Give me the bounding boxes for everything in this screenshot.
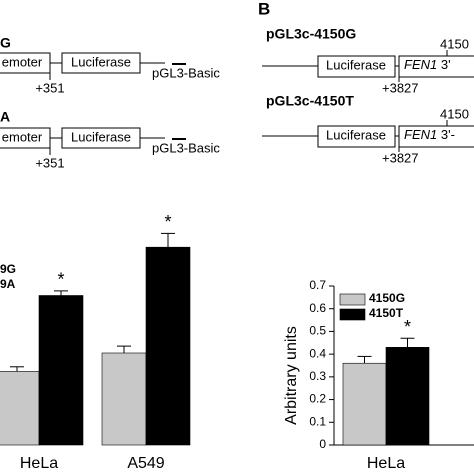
x-tick-label: HeLa (367, 455, 405, 472)
utr-label: FEN1 3' (404, 57, 451, 72)
y-tick-label: 0.5 (309, 324, 326, 338)
construct-right-2: pGL3c-4150T Luciferase FEN1 3'- 4150 +38… (262, 93, 474, 165)
utr-label: FEN1 3'- (404, 127, 455, 142)
reporter-box (317, 125, 396, 148)
y-tick-label: 0 (319, 437, 326, 451)
construct-left-1: G emoter Luciferase +351 pGL3-Basic (0, 35, 220, 95)
y-tick-label: 0.7 (309, 278, 326, 292)
construct-name: A (0, 109, 10, 125)
position-label: +351 (35, 155, 64, 170)
y-tick-label: 0.3 (309, 369, 326, 383)
x-tick-label: A549 (127, 455, 164, 472)
position-label: +351 (35, 80, 64, 95)
promoter-label: emoter (2, 129, 43, 144)
promoter-label: emoter (2, 54, 43, 69)
panel-label: B (258, 0, 270, 18)
legend-label: 9G (0, 262, 16, 276)
bar (145, 246, 191, 446)
reporter-label: Luciferase (326, 57, 386, 72)
vector-label: pGL3-Basic (152, 140, 220, 155)
region-label: 3' (441, 57, 451, 72)
vector-label: pGL3-Basic (152, 65, 220, 80)
gene-label: FEN1 (404, 57, 437, 72)
reporter-box (317, 55, 396, 78)
utr-box (398, 125, 474, 148)
reporter-label: Luciferase (71, 129, 131, 144)
reporter-box (61, 52, 141, 74)
legend-swatch (339, 293, 366, 306)
construct-left-2: A emoter Luciferase +351 pGL3-Basic (0, 109, 220, 170)
construct-name: pGL3c-4150G (266, 26, 356, 42)
reporter-label: Luciferase (326, 127, 386, 142)
utr-box (398, 55, 474, 78)
y-tick-label: 0.2 (309, 392, 326, 406)
reporter-label: Luciferase (71, 54, 131, 69)
gene-label: FEN1 (404, 127, 437, 142)
reporter-box (61, 127, 141, 149)
significance-mark: * (164, 212, 171, 232)
site-label: 4150 (440, 106, 469, 121)
legend-swatch (339, 308, 366, 321)
legend-label: 9A (0, 277, 16, 291)
construct-name: pGL3c-4150T (266, 93, 354, 109)
x-tick-label: HeLa (20, 455, 58, 472)
bar (342, 362, 387, 446)
legend-label: 4150T (369, 306, 404, 320)
bar (101, 352, 147, 446)
construct-right-1: pGL3c-4150G Luciferase FEN1 3' 4150 +382… (262, 26, 474, 95)
significance-mark: * (57, 270, 64, 290)
position-label: +3827 (382, 80, 419, 95)
bar (0, 371, 40, 446)
site-label: 4150 (440, 36, 469, 51)
y-axis-label: Arbitrary units (283, 326, 300, 425)
promoter-box (0, 52, 51, 74)
promoter-box (0, 127, 51, 149)
legend-label: 4150G (369, 291, 405, 305)
bar (385, 347, 430, 446)
y-tick-label: 0.4 (309, 346, 326, 360)
y-tick-label: 0.1 (309, 414, 326, 428)
position-label: +3827 (382, 150, 419, 165)
significance-mark: * (404, 317, 411, 337)
region-label: 3'- (441, 127, 455, 142)
y-tick-label: 0.6 (309, 301, 326, 315)
construct-name: G (0, 35, 11, 51)
bar (38, 295, 84, 446)
